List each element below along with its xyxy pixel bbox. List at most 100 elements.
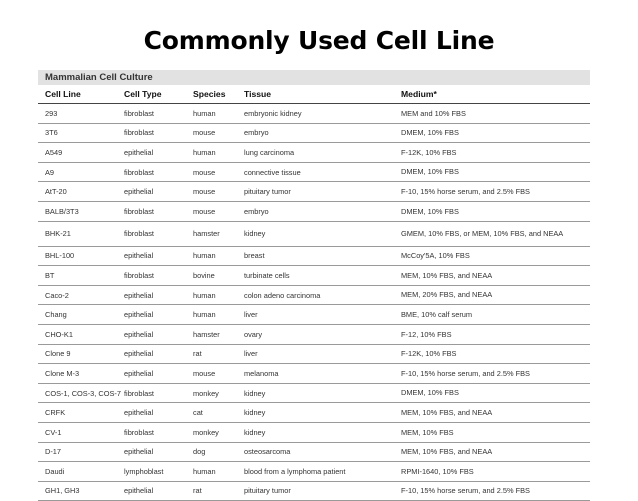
medium-cell: F-12K, 10% FBS bbox=[401, 147, 457, 157]
table-header-row: Cell Line Cell Type Species Tissue Mediu… bbox=[38, 85, 590, 104]
tissue-cell: embryo bbox=[244, 128, 269, 138]
medium-cell: DMEM, 10% FBS bbox=[401, 388, 459, 398]
table-row: BHL-100 epithelial human breast McCoy'5A, 10… bbox=[38, 247, 590, 267]
cell-line-cell: 3T6 bbox=[45, 128, 58, 138]
table-row: CV-1 fibroblast monkey kidney MEM, 10% FBS bbox=[38, 423, 590, 443]
cell-line-cell: COS-1, COS-3, COS-7 bbox=[45, 388, 121, 398]
species-cell: hamster bbox=[193, 229, 220, 239]
cell-line-cell: CHO-K1 bbox=[45, 329, 73, 339]
cell-type-cell: fibroblast bbox=[124, 388, 154, 398]
tissue-cell: kidney bbox=[244, 427, 266, 437]
table-row: Chang epithelial human liver BME, 10% calf s… bbox=[38, 305, 590, 325]
tissue-cell: liver bbox=[244, 349, 258, 359]
cell-type-cell: epithelial bbox=[124, 290, 154, 300]
cell-type-cell: lymphoblast bbox=[124, 466, 164, 476]
cell-line-cell: BHL-100 bbox=[45, 251, 75, 261]
tissue-cell: colon adeno carcinoma bbox=[244, 290, 321, 300]
cell-line-cell: Caco-2 bbox=[45, 290, 69, 300]
table-caption: Mammalian Cell Culture bbox=[38, 70, 590, 85]
species-cell: monkey bbox=[193, 427, 219, 437]
species-cell: mouse bbox=[193, 128, 216, 138]
species-cell: rat bbox=[193, 486, 202, 496]
cell-type-cell: epithelial bbox=[124, 486, 154, 496]
slide-title: Commonly Used Cell Line bbox=[143, 26, 495, 55]
table-body: 293 fibroblast human embryonic kidney MEM an… bbox=[38, 104, 590, 501]
cell-line-cell: BT bbox=[45, 270, 55, 280]
medium-cell: GMEM, 10% FBS, or MEM, 10% FBS, and NEAA bbox=[401, 228, 564, 238]
tissue-cell: kidney bbox=[244, 229, 266, 239]
cell-line-cell: BHK-21 bbox=[45, 229, 71, 239]
cell-type-cell: epithelial bbox=[124, 349, 154, 359]
header-medium: Medium* bbox=[401, 88, 437, 99]
cell-type-cell: fibroblast bbox=[124, 108, 154, 118]
cell-line-cell: AtT-20 bbox=[45, 187, 67, 197]
tissue-cell: pituitary tumor bbox=[244, 486, 291, 496]
cell-type-cell: fibroblast bbox=[124, 270, 154, 280]
table-row: Clone 9 epithelial rat liver F-12K, 10% FBS bbox=[38, 345, 590, 365]
species-cell: monkey bbox=[193, 388, 219, 398]
medium-cell: F-10, 15% horse serum, and 2.5% FBS bbox=[401, 486, 530, 496]
cell-type-cell: epithelial bbox=[124, 147, 154, 157]
tissue-cell: ovary bbox=[244, 329, 263, 339]
tissue-cell: osteosarcoma bbox=[244, 447, 291, 457]
species-cell: dog bbox=[193, 447, 206, 457]
table-row: COS-1, COS-3, COS-7 fibroblast monkey kidne… bbox=[38, 384, 590, 404]
cell-line-table: Mammalian Cell Culture Cell Line Cell Ty… bbox=[38, 70, 590, 501]
species-cell: bovine bbox=[193, 270, 215, 280]
medium-cell: F-12K, 10% FBS bbox=[401, 349, 457, 359]
cell-type-cell: epithelial bbox=[124, 187, 154, 197]
cell-type-cell: epithelial bbox=[124, 329, 154, 339]
medium-cell: MEM, 10% FBS, and NEAA bbox=[401, 407, 493, 417]
table-row: AtT-20 epithelial mouse pituitary tumor F-10… bbox=[38, 182, 590, 202]
species-cell: human bbox=[193, 251, 216, 261]
cell-type-cell: fibroblast bbox=[124, 427, 154, 437]
tissue-cell: liver bbox=[244, 310, 258, 320]
table-row: 3T6 fibroblast mouse embryo DMEM, 10% FBS bbox=[38, 124, 590, 144]
header-tissue: Tissue bbox=[244, 89, 272, 99]
species-cell: mouse bbox=[193, 167, 216, 177]
table-row: GH1, GH3 epithelial rat pituitary tumor F-10… bbox=[38, 482, 590, 501]
tissue-cell: blood from a lymphoma patient bbox=[244, 466, 346, 476]
cell-line-cell: A9 bbox=[45, 167, 55, 177]
tissue-cell: kidney bbox=[244, 388, 266, 398]
cell-type-cell: epithelial bbox=[124, 447, 154, 457]
tissue-cell: kidney bbox=[244, 408, 266, 418]
cell-line-cell: Clone M-3 bbox=[45, 368, 80, 378]
cell-type-cell: fibroblast bbox=[124, 167, 154, 177]
medium-cell: DMEM, 10% FBS bbox=[401, 206, 459, 216]
species-cell: mouse bbox=[193, 206, 216, 216]
cell-line-cell: Chang bbox=[45, 310, 67, 320]
medium-cell: MEM, 10% FBS, and NEAA bbox=[401, 447, 493, 457]
tissue-cell: embryonic kidney bbox=[244, 108, 302, 118]
species-cell: human bbox=[193, 108, 216, 118]
header-cell-type: Cell Type bbox=[124, 89, 162, 99]
species-cell: human bbox=[193, 466, 216, 476]
cell-line-cell: BALB/3T3 bbox=[45, 206, 79, 216]
species-cell: human bbox=[193, 147, 216, 157]
tissue-cell: embryo bbox=[244, 206, 269, 216]
tissue-cell: melanoma bbox=[244, 368, 279, 378]
table-row: Caco-2 epithelial human colon adeno carcino… bbox=[38, 286, 590, 306]
medium-cell: RPMI-1640, 10% FBS bbox=[401, 466, 474, 476]
table-row: BT fibroblast bovine turbinate cells MEM, 10… bbox=[38, 266, 590, 286]
header-species: Species bbox=[193, 89, 226, 99]
medium-cell: F-12, 10% FBS bbox=[401, 329, 452, 339]
tissue-cell: turbinate cells bbox=[244, 270, 290, 280]
medium-cell: MEM, 10% FBS, and NEAA bbox=[401, 270, 493, 280]
table-row: D-17 epithelial dog osteosarcoma MEM, 10% FB… bbox=[38, 443, 590, 463]
species-cell: mouse bbox=[193, 368, 216, 378]
table-row: A549 epithelial human lung carcinoma F-12K, … bbox=[38, 143, 590, 163]
cell-line-cell: Daudi bbox=[45, 466, 65, 476]
table-row: BHK-21 fibroblast hamster kidney GMEM, 10% F… bbox=[38, 222, 590, 247]
table-row: CHO-K1 epithelial hamster ovary F-12, 10% FB… bbox=[38, 325, 590, 345]
medium-cell: MEM and 10% FBS bbox=[401, 108, 466, 118]
cell-type-cell: epithelial bbox=[124, 368, 154, 378]
header-cell-line: Cell Line bbox=[45, 89, 81, 99]
species-cell: human bbox=[193, 310, 216, 320]
table-row: 293 fibroblast human embryonic kidney MEM an… bbox=[38, 104, 590, 124]
cell-type-cell: fibroblast bbox=[124, 229, 154, 239]
cell-type-cell: fibroblast bbox=[124, 128, 154, 138]
cell-type-cell: epithelial bbox=[124, 251, 154, 261]
species-cell: mouse bbox=[193, 187, 216, 197]
medium-cell: F-10, 15% horse serum, and 2.5% FBS bbox=[401, 187, 530, 197]
